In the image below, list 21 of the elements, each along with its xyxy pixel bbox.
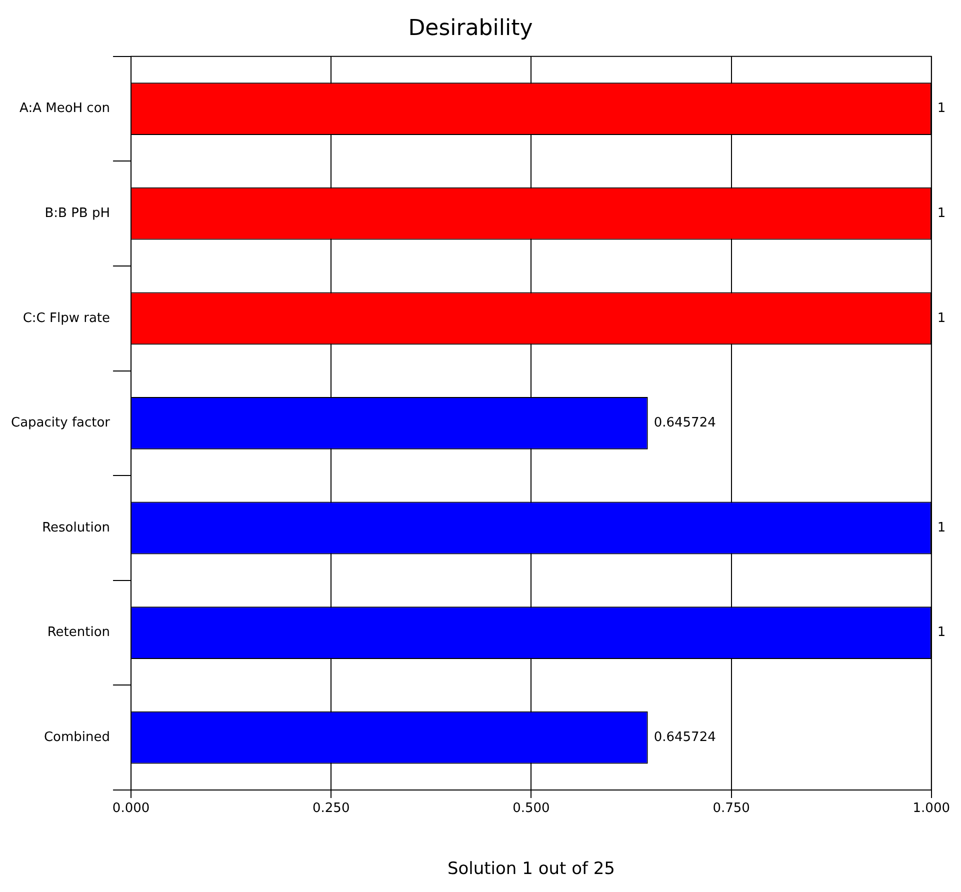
chart-title: Desirability — [408, 16, 533, 41]
y-tick-label: Capacity factor — [11, 416, 111, 431]
x-tick-label: 0.000 — [112, 801, 150, 816]
data-label: 1 — [937, 310, 946, 326]
data-label: 1 — [937, 101, 946, 116]
x-tick-label: 0.500 — [512, 801, 550, 816]
y-tick-label: Retention — [47, 625, 110, 640]
x-tick-label: 0.750 — [712, 801, 750, 816]
y-tick-label: C:C Flpw rate — [22, 310, 110, 326]
y-tick-label: Resolution — [42, 520, 110, 536]
y-tick-label: A:A MeoH con — [20, 101, 110, 116]
x-tick-label: 1.000 — [912, 801, 950, 816]
data-label: 0.645724 — [654, 416, 716, 431]
data-label: 0.645724 — [654, 730, 716, 745]
y-tick-label: Combined — [44, 730, 110, 745]
data-label: 1 — [937, 625, 946, 640]
x-tick-label: 0.250 — [312, 801, 350, 816]
data-label: 1 — [937, 520, 946, 536]
y-tick-label: B:B PB pH — [44, 206, 110, 221]
x-axis-title: Solution 1 out of 25 — [447, 859, 615, 880]
data-label: 1 — [937, 206, 946, 221]
